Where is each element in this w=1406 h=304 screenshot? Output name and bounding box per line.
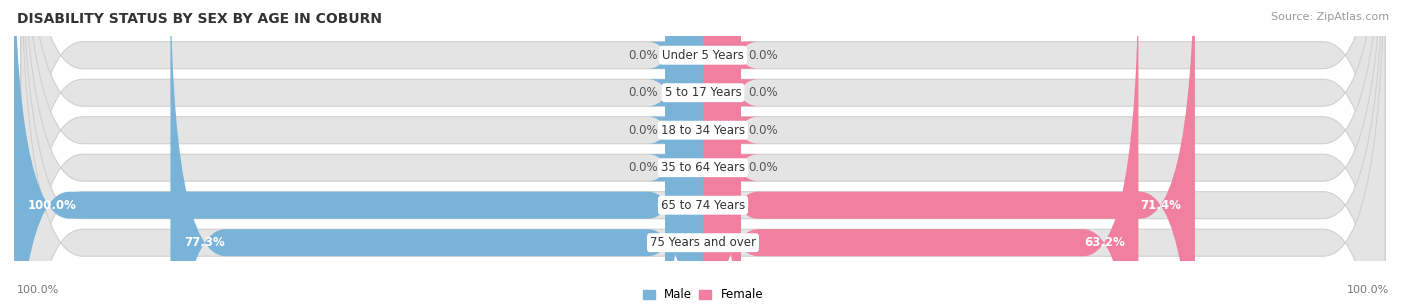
FancyBboxPatch shape: [21, 0, 1385, 304]
Text: 71.4%: 71.4%: [1140, 199, 1181, 212]
Text: 100.0%: 100.0%: [1347, 285, 1389, 295]
FancyBboxPatch shape: [703, 0, 1195, 304]
FancyBboxPatch shape: [21, 0, 1385, 304]
Text: 5 to 17 Years: 5 to 17 Years: [665, 86, 741, 99]
FancyBboxPatch shape: [21, 0, 1385, 304]
FancyBboxPatch shape: [648, 0, 720, 304]
FancyBboxPatch shape: [14, 0, 703, 304]
Text: 63.2%: 63.2%: [1084, 236, 1125, 249]
Text: 100.0%: 100.0%: [17, 285, 59, 295]
Text: 65 to 74 Years: 65 to 74 Years: [661, 199, 745, 212]
Legend: Male, Female: Male, Female: [640, 285, 766, 304]
FancyBboxPatch shape: [703, 0, 1139, 304]
FancyBboxPatch shape: [686, 0, 758, 304]
Text: 0.0%: 0.0%: [748, 161, 778, 174]
Text: 35 to 64 Years: 35 to 64 Years: [661, 161, 745, 174]
FancyBboxPatch shape: [648, 0, 720, 304]
FancyBboxPatch shape: [21, 0, 1385, 304]
FancyBboxPatch shape: [170, 0, 703, 304]
Text: 77.3%: 77.3%: [184, 236, 225, 249]
FancyBboxPatch shape: [686, 0, 758, 304]
Text: 0.0%: 0.0%: [628, 86, 658, 99]
Text: 100.0%: 100.0%: [28, 199, 77, 212]
Text: Under 5 Years: Under 5 Years: [662, 49, 744, 62]
Text: 75 Years and over: 75 Years and over: [650, 236, 756, 249]
FancyBboxPatch shape: [21, 0, 1385, 304]
FancyBboxPatch shape: [686, 0, 758, 304]
Text: DISABILITY STATUS BY SEX BY AGE IN COBURN: DISABILITY STATUS BY SEX BY AGE IN COBUR…: [17, 12, 382, 26]
Text: 0.0%: 0.0%: [748, 86, 778, 99]
Text: 0.0%: 0.0%: [628, 161, 658, 174]
FancyBboxPatch shape: [21, 0, 1385, 304]
Text: 0.0%: 0.0%: [628, 124, 658, 137]
FancyBboxPatch shape: [648, 0, 720, 304]
Text: 18 to 34 Years: 18 to 34 Years: [661, 124, 745, 137]
Text: 0.0%: 0.0%: [748, 124, 778, 137]
FancyBboxPatch shape: [648, 0, 720, 304]
Text: 0.0%: 0.0%: [628, 49, 658, 62]
FancyBboxPatch shape: [686, 0, 758, 304]
Text: Source: ZipAtlas.com: Source: ZipAtlas.com: [1271, 12, 1389, 22]
Text: 0.0%: 0.0%: [748, 49, 778, 62]
